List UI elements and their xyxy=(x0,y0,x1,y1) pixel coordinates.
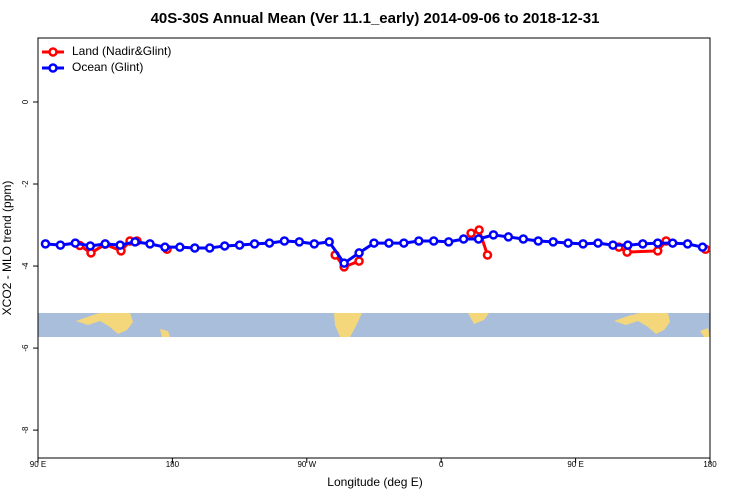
chart-title: 40S-30S Annual Mean (Ver 11.1_early) 201… xyxy=(151,10,600,27)
data-point xyxy=(443,237,454,247)
data-point xyxy=(548,237,558,247)
x-tick-label: 180 xyxy=(166,460,180,469)
x-tick-label: 90 W xyxy=(297,460,316,469)
data-point xyxy=(488,230,499,240)
data-point xyxy=(130,237,140,247)
data-point xyxy=(473,234,484,244)
data-point xyxy=(608,240,618,250)
map-strip xyxy=(38,313,710,337)
x-tick-label: 90 E xyxy=(30,460,46,469)
y-tick-label: -4 xyxy=(21,262,30,270)
y-tick-label: -6 xyxy=(21,344,30,352)
data-point xyxy=(482,250,493,260)
legend-marker xyxy=(48,47,58,57)
data-point xyxy=(145,239,155,249)
data-point xyxy=(682,239,693,249)
data-point xyxy=(474,225,484,235)
data-point xyxy=(466,228,476,238)
x-tick-label: 0 xyxy=(439,460,444,469)
data-point xyxy=(458,234,469,244)
data-point xyxy=(249,239,260,249)
data-point xyxy=(190,243,200,253)
x-tick-label: 90 E xyxy=(567,460,583,469)
data-point xyxy=(399,238,409,248)
x-axis-label: Longitude (deg E) xyxy=(327,475,422,489)
legend-label: Ocean (Glint) xyxy=(72,60,143,74)
data-point xyxy=(40,239,51,249)
data-point xyxy=(667,238,678,248)
data-point xyxy=(533,236,544,246)
data-point xyxy=(160,242,170,252)
data-point xyxy=(354,248,364,258)
data-point xyxy=(652,238,663,248)
data-point xyxy=(70,238,81,248)
data-point xyxy=(204,243,215,253)
data-point xyxy=(339,258,349,268)
x-tick-label: 180 xyxy=(703,460,717,469)
data-point xyxy=(294,237,305,247)
legend-marker xyxy=(48,63,58,73)
data-point xyxy=(115,240,125,250)
data-point xyxy=(100,239,110,249)
data-point xyxy=(518,234,529,244)
y-tick-label: -2 xyxy=(21,180,30,188)
data-point xyxy=(652,246,663,256)
data-point xyxy=(503,232,514,242)
data-point xyxy=(279,236,290,246)
data-point xyxy=(234,240,245,250)
data-point xyxy=(85,241,96,251)
data-point xyxy=(309,239,320,249)
data-point xyxy=(638,239,648,249)
data-point xyxy=(384,238,394,248)
data-point xyxy=(324,237,334,247)
data-point xyxy=(623,240,633,250)
data-point xyxy=(578,239,588,249)
legend-label: Land (Nadir&Glint) xyxy=(72,44,171,58)
data-point xyxy=(369,238,379,248)
data-point xyxy=(563,238,573,248)
data-point xyxy=(55,240,66,250)
y-tick-label: 0 xyxy=(21,99,30,104)
y-axis-label: XCO2 - MLO trend (ppm) xyxy=(0,181,14,316)
data-point xyxy=(697,242,708,252)
y-tick-label: -8 xyxy=(21,426,30,434)
data-point xyxy=(219,241,230,251)
data-point xyxy=(264,238,275,248)
data-point xyxy=(354,256,364,266)
data-point xyxy=(414,236,424,246)
data-point xyxy=(428,236,439,246)
data-point xyxy=(593,238,603,248)
data-point xyxy=(175,242,185,252)
